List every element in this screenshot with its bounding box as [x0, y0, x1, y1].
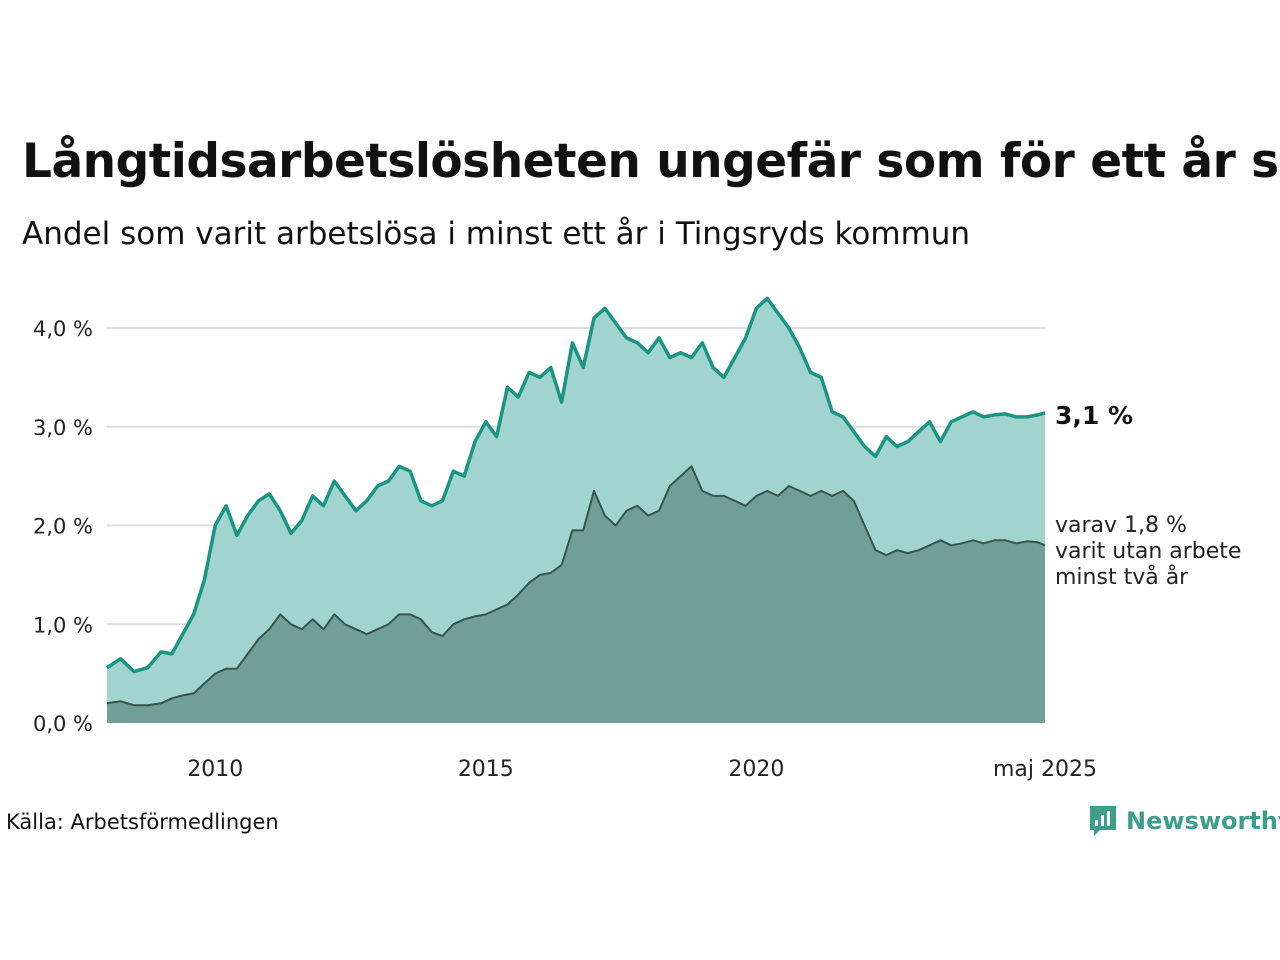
two-year-end-label-line-2: varit utan arbete — [1055, 539, 1241, 564]
two-year-end-label-line-1: varav 1,8 % — [1055, 513, 1187, 538]
source-note: Källa: Arbetsförmedlingen — [6, 810, 279, 834]
brand-logo: Newsworthy — [1088, 804, 1280, 838]
y-axis-ticks: 0,0 % 1,0 % 2,0 % 3,0 % 4,0 % — [33, 317, 93, 736]
two-year-line — [106, 465, 1046, 707]
two-year-area — [107, 466, 1045, 723]
newsworthy-logo-icon — [1090, 806, 1116, 836]
x-tick-label: 2010 — [187, 757, 243, 782]
y-tick-label: 2,0 % — [33, 515, 93, 539]
y-tick-label: 4,0 % — [33, 317, 93, 341]
brand-name: Newsworthy — [1126, 807, 1280, 835]
y-tick-label: 0,0 % — [33, 712, 93, 736]
x-tick-label: 2015 — [458, 757, 514, 782]
chart-title: Långtidsarbetslösheten ungefär som för e… — [22, 134, 1280, 189]
x-tick-label: 2020 — [728, 757, 784, 782]
x-tick-label: maj 2025 — [993, 757, 1097, 782]
total-end-label: 3,1 % — [1055, 401, 1133, 430]
total-line — [106, 296, 1046, 674]
y-tick-label: 1,0 % — [33, 613, 93, 637]
y-tick-label: 3,0 % — [33, 416, 93, 440]
chart-subtitle: Andel som varit arbetslösa i minst ett å… — [22, 216, 971, 252]
x-axis-ticks: 2010 2015 2020 maj 2025 — [187, 757, 1097, 782]
two-year-end-label-line-3: minst två år — [1055, 564, 1189, 590]
